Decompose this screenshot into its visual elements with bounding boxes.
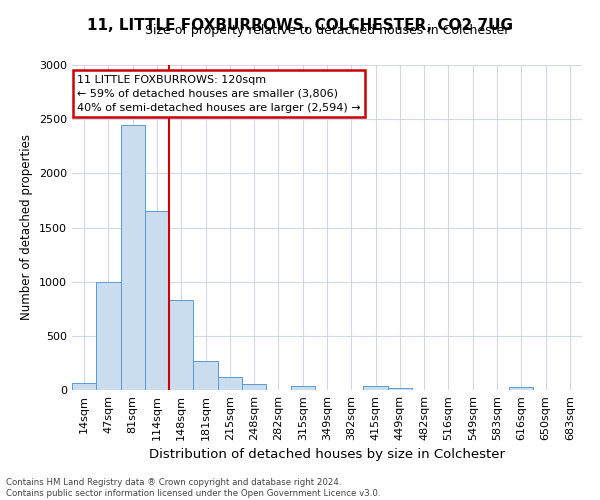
Text: 11, LITTLE FOXBURROWS, COLCHESTER, CO2 7UG: 11, LITTLE FOXBURROWS, COLCHESTER, CO2 7…	[87, 18, 513, 32]
Bar	[121, 124, 145, 390]
Y-axis label: Number of detached properties: Number of detached properties	[20, 134, 34, 320]
Text: Contains HM Land Registry data ® Crown copyright and database right 2024.
Contai: Contains HM Land Registry data ® Crown c…	[6, 478, 380, 498]
Bar	[145, 212, 169, 390]
Bar	[290, 386, 315, 390]
Bar	[193, 362, 218, 390]
Bar	[509, 388, 533, 390]
Text: 11 LITTLE FOXBURROWS: 120sqm
← 59% of detached houses are smaller (3,806)
40% of: 11 LITTLE FOXBURROWS: 120sqm ← 59% of de…	[77, 74, 361, 113]
Bar	[388, 388, 412, 390]
Title: Size of property relative to detached houses in Colchester: Size of property relative to detached ho…	[145, 24, 509, 38]
Bar	[242, 384, 266, 390]
Bar	[364, 386, 388, 390]
Bar	[72, 383, 96, 390]
X-axis label: Distribution of detached houses by size in Colchester: Distribution of detached houses by size …	[149, 448, 505, 462]
Bar	[96, 282, 121, 390]
Bar	[218, 377, 242, 390]
Bar	[169, 300, 193, 390]
